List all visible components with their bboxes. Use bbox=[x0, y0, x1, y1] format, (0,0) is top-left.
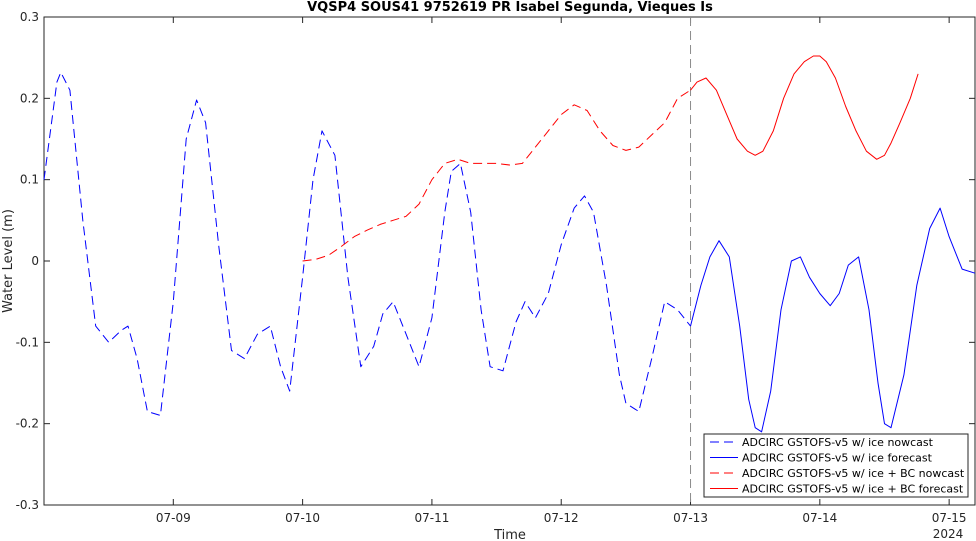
y-axis-label: Water Level (m) bbox=[1, 209, 16, 313]
x-axis-year-label: 2024 bbox=[933, 527, 964, 541]
x-tick-label: 07-14 bbox=[802, 511, 837, 525]
y-tick-label: -0.3 bbox=[16, 498, 39, 512]
legend: ADCIRC GSTOFS-v5 w/ ice nowcast ADCIRC GS… bbox=[703, 433, 969, 498]
x-axis-ticks: 07-09 07-10 07-11 07-12 07-13 07-14 07-15 bbox=[156, 17, 967, 525]
y-tick-label: -0.2 bbox=[16, 417, 39, 431]
x-tick-label: 07-12 bbox=[544, 511, 579, 525]
y-tick-label: 0.2 bbox=[20, 91, 39, 105]
x-tick-label: 07-10 bbox=[285, 511, 320, 525]
series-line-2 bbox=[690, 207, 976, 433]
legend-label-4: ADCIRC GSTOFS-v5 w/ ice + BC forecast bbox=[742, 483, 964, 496]
x-tick-label: 07-15 bbox=[932, 511, 967, 525]
x-tick-label: 07-09 bbox=[156, 511, 191, 525]
y-axis-ticks: -0.3 -0.2 -0.1 0 0.1 0.2 0.3 bbox=[16, 10, 975, 512]
legend-label-3: ADCIRC GSTOFS-v5 w/ ice + BC nowcast bbox=[742, 467, 965, 480]
y-tick-label: -0.1 bbox=[16, 335, 39, 349]
y-tick-label: 0.3 bbox=[20, 10, 39, 24]
legend-box bbox=[703, 433, 969, 498]
legend-label-2: ADCIRC GSTOFS-v5 w/ ice forecast bbox=[742, 452, 933, 465]
x-axis-label: Time bbox=[493, 528, 526, 541]
series-line-1 bbox=[43, 71, 691, 416]
chart-title: VQSP4 SOUS41 9752619 PR Isabel Segunda, … bbox=[307, 0, 713, 15]
series-line-3 bbox=[302, 89, 691, 262]
x-tick-label: 07-13 bbox=[673, 511, 708, 525]
plot-area bbox=[43, 16, 976, 506]
legend-label-1: ADCIRC GSTOFS-v5 w/ ice nowcast bbox=[742, 436, 934, 449]
y-tick-label: 0.1 bbox=[20, 173, 39, 187]
series-group bbox=[43, 55, 976, 433]
series-line-4 bbox=[690, 55, 919, 160]
x-tick-label: 07-11 bbox=[414, 511, 449, 525]
y-tick-label: 0 bbox=[31, 254, 39, 268]
